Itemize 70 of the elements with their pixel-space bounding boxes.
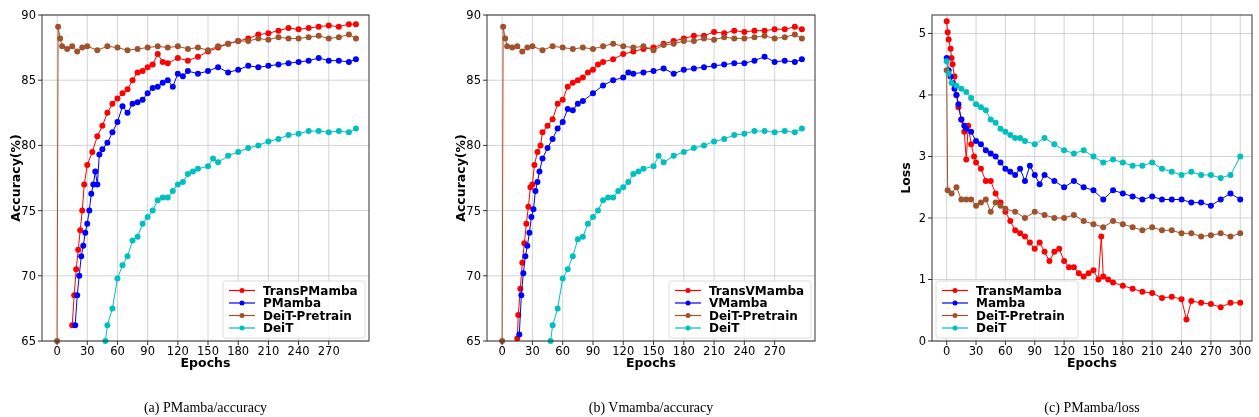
- y-axis-title: Accuracy(%): [453, 134, 468, 222]
- y-tick-label: 70: [21, 268, 36, 283]
- text: (c) PMamba/loss: [1044, 400, 1140, 416]
- y-tick-label: 65: [21, 334, 36, 348]
- x-tick-label: 240: [733, 344, 756, 358]
- x-tick-label: 180: [227, 344, 250, 358]
- x-axis-title: Epochs: [180, 355, 231, 370]
- x-tick-label: 270: [317, 344, 340, 358]
- legend-label: VMamba: [709, 296, 768, 311]
- legend-label: DeiT: [263, 321, 295, 336]
- x-tick-label: 90: [140, 344, 155, 358]
- y-tick-label: 70: [466, 268, 481, 283]
- x-tick-label: 300: [1229, 344, 1252, 358]
- x-tick-label: 270: [763, 344, 786, 358]
- x-tick-label: 30: [525, 344, 540, 358]
- legend-label: PMamba: [263, 296, 322, 311]
- x-tick-label: 270: [1199, 344, 1222, 358]
- x-tick-label: 120: [1053, 344, 1076, 358]
- x-axis-title: Epochs: [626, 355, 676, 370]
- y-tick-label: 5: [918, 26, 926, 41]
- x-tick-label: 240: [287, 344, 310, 358]
- legend-label: DeiT: [976, 321, 1008, 336]
- x-tick-label: 120: [166, 344, 189, 358]
- y-tick-label: 65: [466, 334, 481, 348]
- y-tick-label: 75: [21, 203, 36, 218]
- x-tick-label: 90: [585, 344, 601, 358]
- x-tick-label: 210: [257, 344, 280, 358]
- text: (a) PMamba/accuracy: [143, 400, 268, 416]
- y-tick-label: 80: [466, 138, 481, 153]
- x-tick-label: 60: [110, 344, 125, 358]
- legend-label: DeiT-Pretrain: [976, 308, 1065, 323]
- legend-label: DeiT-Pretrain: [263, 308, 352, 323]
- x-axis-title: Epochs: [1067, 355, 1117, 370]
- legend-label: DeiT: [709, 321, 741, 336]
- y-tick-label: 90: [466, 8, 481, 22]
- x-tick-label: 120: [612, 344, 635, 358]
- x-tick-label: 180: [1111, 344, 1134, 358]
- x-tick-label: 150: [197, 344, 219, 358]
- x-tick-label: 30: [968, 344, 984, 358]
- y-tick-label: 0: [918, 334, 926, 348]
- x-tick-label: 150: [1082, 344, 1105, 358]
- y-tick-label: 4: [918, 87, 926, 102]
- text: (b) Vmamba/accuracy: [588, 400, 714, 416]
- legend-label: Mamba: [976, 296, 1026, 311]
- y-tick-label: 85: [466, 73, 481, 88]
- x-tick-label: 0: [53, 344, 61, 358]
- y-tick-label: 1: [918, 272, 926, 287]
- x-tick-label: 0: [943, 344, 951, 358]
- y-tick-label: 80: [21, 138, 36, 153]
- y-tick-label: 90: [21, 8, 36, 22]
- legend-label: DeiT-Pretrain: [709, 308, 798, 323]
- legend-label: TransMamba: [976, 283, 1062, 298]
- x-tick-label: 150: [642, 344, 665, 358]
- y-tick-label: 85: [21, 73, 36, 88]
- y-tick-label: 3: [918, 149, 926, 164]
- x-tick-label: 60: [998, 344, 1013, 358]
- y-tick-label: 2: [918, 210, 926, 225]
- legend-label: TransPMamba: [263, 283, 358, 298]
- x-tick-label: 210: [1141, 344, 1164, 358]
- x-tick-label: 0: [498, 344, 506, 358]
- y-tick-label: 75: [466, 203, 481, 218]
- legend-label: TransVMamba: [709, 283, 805, 298]
- x-tick-label: 210: [703, 344, 726, 358]
- x-tick-label: 30: [79, 344, 95, 358]
- y-axis-title: Accuracy(%): [8, 134, 23, 222]
- x-tick-label: 240: [1170, 344, 1193, 358]
- y-axis-title: Loss: [898, 162, 913, 194]
- x-tick-label: 60: [555, 344, 571, 358]
- x-tick-label: 180: [672, 344, 695, 358]
- x-tick-label: 90: [1027, 344, 1043, 358]
